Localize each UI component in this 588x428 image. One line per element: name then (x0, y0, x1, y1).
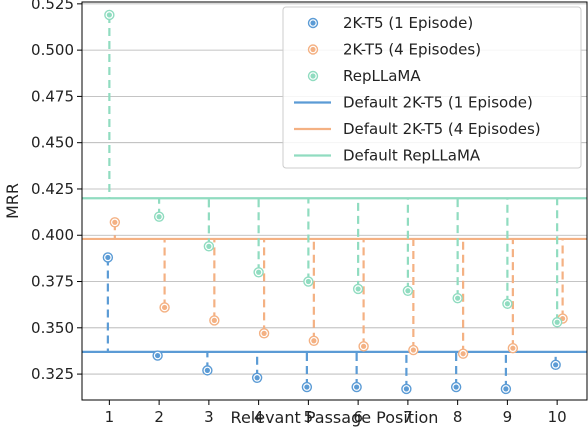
data-point-core (504, 301, 510, 307)
data-point-core (405, 288, 411, 294)
default-lines (82, 197, 587, 353)
data-point-core (155, 352, 161, 359)
y-tick-label: 0.525 (31, 0, 74, 13)
legend-label: 2K-T5 (4 Episodes) (343, 41, 481, 59)
y-tick-label: 0.400 (31, 226, 74, 244)
data-point-core (455, 295, 461, 301)
plot-frame (81, 1, 588, 401)
y-tick-label: 0.350 (31, 319, 74, 337)
data-point-core (106, 12, 112, 18)
data-point-core (304, 384, 310, 390)
data-point-core (503, 386, 509, 392)
legend-label: 2K-T5 (1 Episode) (343, 14, 473, 32)
y-ticks: 0.325 0.350 0.375 0.400 0.425 0.450 0.475 0.500… (31, 0, 82, 383)
x-tick-label: 9 (503, 408, 513, 426)
data-point-core (355, 286, 361, 292)
data-point-core (206, 243, 212, 249)
x-tick-label: 6 (353, 408, 363, 426)
legend-label: Default 2K-T5 (4 Episodes) (343, 120, 541, 138)
x-tick-label: 7 (403, 408, 413, 426)
legend-marker-core (310, 46, 316, 53)
data-point-core (410, 347, 416, 353)
y-tick-label: 0.500 (31, 41, 74, 59)
y-tick-label: 0.425 (31, 180, 74, 198)
y-axis-label: MRR (3, 183, 22, 219)
data-point-core (453, 384, 459, 390)
x-tick-label: 3 (204, 408, 214, 426)
legend-marker-core (310, 20, 316, 26)
x-tick-label: 1 (105, 408, 115, 426)
data-point-core (256, 269, 262, 275)
legend-marker-core (310, 73, 316, 79)
data-point-core (305, 278, 311, 285)
data-markers (102, 9, 568, 395)
data-point-core (403, 386, 409, 392)
legend-box (282, 6, 582, 169)
data-point-core (112, 219, 118, 225)
y-tick-label: 0.475 (31, 87, 74, 105)
x-tick-label: 4 (254, 408, 264, 426)
data-point-core (554, 319, 560, 325)
y-tick-label: 0.450 (31, 134, 74, 152)
y-tick-label: 0.325 (31, 365, 74, 383)
data-point-core (510, 345, 516, 351)
data-point-core (361, 343, 367, 349)
x-tick-label: 2 (154, 408, 164, 426)
data-point-core (105, 254, 111, 261)
data-point-core (261, 330, 267, 336)
x-ticks: 1 2 3 4 5 6 7 8 9 10 (105, 400, 567, 426)
legend-label: Default 2K-T5 (1 Episode) (343, 94, 533, 112)
legend-label: RepLLaMA (343, 67, 421, 85)
y-tick-label: 0.375 (31, 273, 74, 291)
data-point-core (254, 375, 260, 381)
x-tick-label: 8 (453, 408, 463, 426)
x-tick-label: 10 (548, 408, 567, 426)
data-point-core (161, 304, 168, 311)
data-point-core (156, 214, 162, 220)
x-axis-label: Relevant Passage Position (231, 408, 439, 427)
data-point-core (204, 367, 210, 373)
data-point-core (460, 351, 466, 357)
legend-label: Default RepLLaMA (343, 147, 481, 165)
x-tick-label: 5 (304, 408, 314, 426)
data-point-core (553, 362, 559, 368)
data-point-core (311, 338, 317, 344)
data-point-core (354, 384, 360, 390)
legend: 2K-T5 (1 Episode) 2K-T5 (4 Episodes) RepLL… (282, 6, 582, 169)
data-point-core (211, 317, 217, 323)
